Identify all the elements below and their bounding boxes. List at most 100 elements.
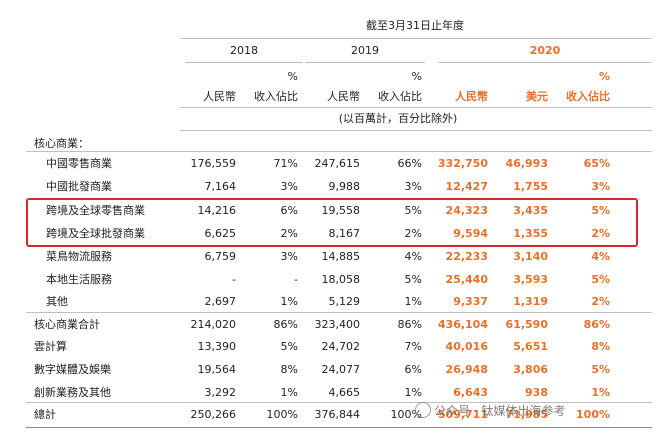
row-cell: 376,844 xyxy=(314,408,361,421)
row-cell: 214,020 xyxy=(190,318,237,331)
year-2019: 2019 xyxy=(351,44,379,57)
row-cell: 8% xyxy=(280,363,298,376)
table-rule xyxy=(26,427,652,428)
header-rule-2019 xyxy=(305,62,425,63)
row-cell: 3% xyxy=(591,180,610,193)
row-cell: 5% xyxy=(280,340,298,353)
row-cell: 3,435 xyxy=(513,204,548,217)
row-cell: 24,323 xyxy=(445,204,488,217)
col-header-share-2018: 收入佔比 xyxy=(254,90,298,103)
row-cell: - xyxy=(294,273,298,286)
table-rule xyxy=(26,402,652,403)
row-cell: 9,594 xyxy=(453,227,488,240)
row-cell: 71% xyxy=(273,157,298,170)
row-cell: 19,558 xyxy=(321,204,361,217)
row-cell: 18,058 xyxy=(321,273,361,286)
row-cell: 6,625 xyxy=(204,227,237,240)
row-cell: 24,077 xyxy=(321,363,361,376)
row-cell: 6,759 xyxy=(204,250,237,263)
highlight-box xyxy=(26,198,638,247)
row-cell: 247,615 xyxy=(314,157,361,170)
row-cell: 14,885 xyxy=(321,250,361,263)
row-cell: 1% xyxy=(280,386,298,399)
row-cell: 250,266 xyxy=(190,408,237,421)
table-rule xyxy=(26,151,652,152)
unit-rule xyxy=(180,130,652,131)
row-label: 總計 xyxy=(34,408,56,421)
row-label: 核心商業合計 xyxy=(34,318,100,331)
col-header-share-2020: 收入佔比 xyxy=(566,90,610,103)
row-cell: 24,702 xyxy=(321,340,361,353)
row-cell: 7% xyxy=(404,340,422,353)
row-cell: 5,651 xyxy=(513,340,548,353)
row-cell: 46,993 xyxy=(505,157,548,170)
row-cell: 3,806 xyxy=(513,363,548,376)
row-label: 數字媒體及娛樂 xyxy=(34,363,111,376)
row-cell: 65% xyxy=(583,157,610,170)
row-cell: 5,129 xyxy=(328,295,361,308)
unit-note: (以百萬計，百分比除外) xyxy=(338,112,458,125)
row-cell: 1,319 xyxy=(513,295,548,308)
watermark-text: 公众号 · 钛媒体出海参考 xyxy=(434,404,566,418)
col-header-rmb-2018: 人民幣 xyxy=(203,90,236,103)
row-cell: 14,216 xyxy=(197,204,237,217)
row-cell: 6,643 xyxy=(453,386,488,399)
row-cell: 3,593 xyxy=(513,273,548,286)
row-cell: 3,140 xyxy=(513,250,548,263)
row-cell: 5% xyxy=(404,204,422,217)
header-rule-2018 xyxy=(185,62,303,63)
row-cell: 2,697 xyxy=(204,295,237,308)
row-cell: 5% xyxy=(591,204,610,217)
row-cell: 86% xyxy=(397,318,422,331)
row-cell: 1% xyxy=(591,386,610,399)
year-2018: 2018 xyxy=(230,44,258,57)
row-cell: 436,104 xyxy=(437,318,488,331)
col-header-usd-2020: 美元 xyxy=(526,90,548,103)
table-rule xyxy=(26,312,652,313)
year-2020: 2020 xyxy=(529,44,561,57)
pct-2018: % xyxy=(287,70,298,83)
pct-2019: % xyxy=(411,70,422,83)
row-label: 跨境及全球零售商業 xyxy=(46,204,145,217)
row-cell: 2% xyxy=(404,227,422,240)
row-cell: 100% xyxy=(390,408,422,421)
row-cell: 1% xyxy=(404,295,422,308)
col-header-share-2019: 收入佔比 xyxy=(378,90,422,103)
section-core-commerce: 核心商業： xyxy=(34,137,89,150)
row-cell: 13,390 xyxy=(197,340,237,353)
row-label: 菜鳥物流服務 xyxy=(46,250,112,263)
row-cell: 61,590 xyxy=(505,318,548,331)
row-label: 雲計算 xyxy=(34,340,67,353)
row-cell: 509,711 xyxy=(437,408,488,421)
row-cell: 9,988 xyxy=(328,180,361,193)
row-label: 中國零售商業 xyxy=(46,157,112,170)
row-cell: 4% xyxy=(404,250,422,263)
row-cell: 100% xyxy=(576,408,610,421)
row-cell: 100% xyxy=(266,408,298,421)
row-cell: 1,355 xyxy=(513,227,548,240)
watermark: 公众号 · 钛媒体出海参考 xyxy=(415,402,565,419)
row-cell: 86% xyxy=(583,318,610,331)
row-cell: 332,750 xyxy=(437,157,488,170)
row-cell: 2% xyxy=(280,227,298,240)
row-cell: - xyxy=(232,273,236,286)
row-cell: 323,400 xyxy=(314,318,361,331)
row-cell: 9,337 xyxy=(453,295,488,308)
wechat-icon xyxy=(415,402,431,418)
row-cell: 22,233 xyxy=(445,250,488,263)
row-cell: 12,427 xyxy=(445,180,488,193)
row-cell: 2% xyxy=(591,227,610,240)
row-cell: 19,564 xyxy=(197,363,237,376)
row-cell: 5% xyxy=(591,363,610,376)
row-cell: 26,948 xyxy=(445,363,488,376)
row-label: 中國批發商業 xyxy=(46,180,112,193)
row-cell: 86% xyxy=(273,318,298,331)
header-rule-bottom xyxy=(180,107,652,108)
pct-2020: % xyxy=(598,70,610,83)
row-cell: 1% xyxy=(280,295,298,308)
row-label: 創新業務及其他 xyxy=(34,386,111,399)
row-cell: 4% xyxy=(591,250,610,263)
row-cell: 40,016 xyxy=(445,340,488,353)
row-cell: 4,665 xyxy=(328,386,361,399)
row-cell: 66% xyxy=(397,157,422,170)
